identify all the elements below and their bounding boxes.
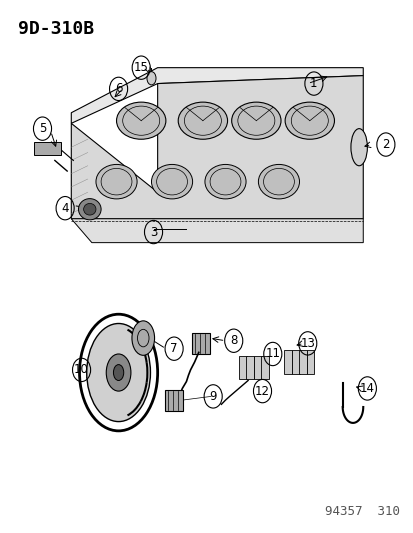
Ellipse shape xyxy=(285,102,334,139)
Text: 4: 4 xyxy=(61,201,69,215)
Ellipse shape xyxy=(350,128,366,166)
Text: 7: 7 xyxy=(170,342,178,355)
Ellipse shape xyxy=(116,102,166,139)
FancyBboxPatch shape xyxy=(253,356,261,379)
Polygon shape xyxy=(71,76,362,219)
Text: 5: 5 xyxy=(39,122,46,135)
FancyBboxPatch shape xyxy=(298,350,306,374)
Ellipse shape xyxy=(231,102,280,139)
Ellipse shape xyxy=(151,165,192,199)
FancyBboxPatch shape xyxy=(306,350,313,374)
Ellipse shape xyxy=(106,354,131,391)
Text: 14: 14 xyxy=(359,382,374,395)
Ellipse shape xyxy=(78,199,101,220)
FancyBboxPatch shape xyxy=(261,356,268,379)
Text: 8: 8 xyxy=(230,334,237,347)
Text: 1: 1 xyxy=(309,77,317,90)
FancyBboxPatch shape xyxy=(284,350,292,374)
Text: 2: 2 xyxy=(381,138,389,151)
Text: 9D-310B: 9D-310B xyxy=(18,20,94,38)
Text: 13: 13 xyxy=(299,337,314,350)
Text: 10: 10 xyxy=(74,364,89,376)
Text: 9: 9 xyxy=(209,390,216,403)
Polygon shape xyxy=(71,68,362,123)
Text: 11: 11 xyxy=(265,348,280,360)
FancyBboxPatch shape xyxy=(291,350,299,374)
Ellipse shape xyxy=(132,321,154,356)
Ellipse shape xyxy=(83,204,96,215)
Ellipse shape xyxy=(86,324,150,422)
Ellipse shape xyxy=(147,71,156,85)
Ellipse shape xyxy=(113,365,123,381)
FancyBboxPatch shape xyxy=(238,356,246,379)
Text: 3: 3 xyxy=(150,225,157,239)
Ellipse shape xyxy=(178,102,227,139)
Text: 94357  310: 94357 310 xyxy=(325,505,399,519)
Text: 6: 6 xyxy=(114,83,122,95)
Ellipse shape xyxy=(96,165,137,199)
Text: 12: 12 xyxy=(254,385,269,398)
FancyBboxPatch shape xyxy=(34,142,61,155)
Ellipse shape xyxy=(258,165,299,199)
FancyBboxPatch shape xyxy=(165,390,183,411)
FancyBboxPatch shape xyxy=(191,333,209,354)
Ellipse shape xyxy=(204,165,245,199)
FancyBboxPatch shape xyxy=(246,356,254,379)
Text: 15: 15 xyxy=(133,61,148,74)
Polygon shape xyxy=(71,219,362,243)
